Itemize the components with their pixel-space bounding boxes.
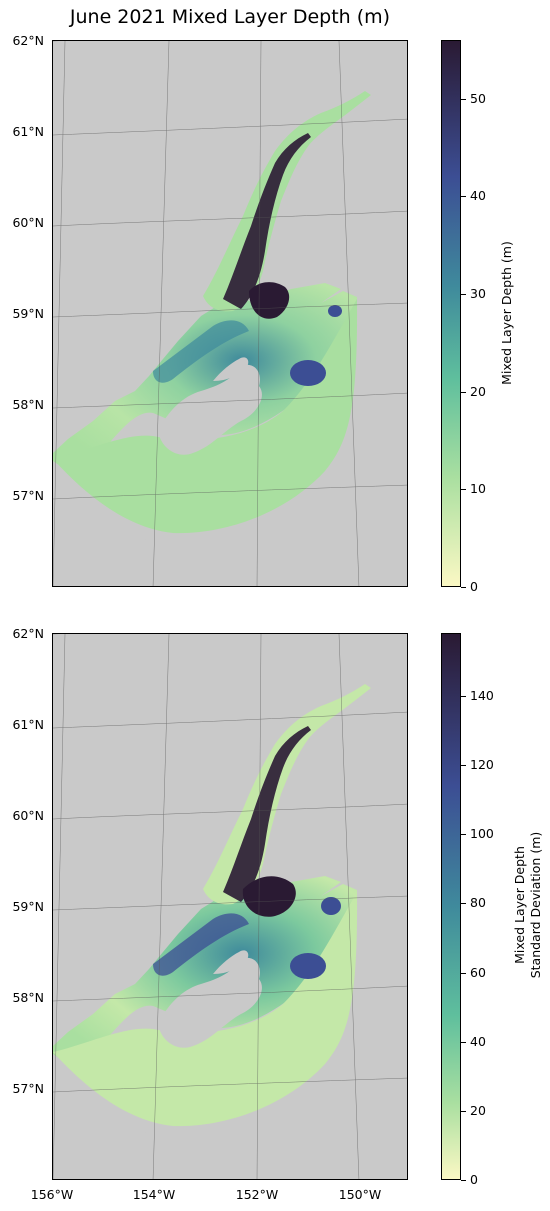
kodiak-island: [158, 364, 262, 455]
colorbar-tick-label: 10: [470, 481, 486, 496]
eddy-northeast: [321, 897, 341, 915]
ocean-fan-south: [53, 892, 358, 1127]
lon-label-154: 154°W: [132, 1187, 176, 1202]
eddy-east: [290, 953, 326, 979]
colorbar-tick-label: 20: [470, 384, 486, 399]
colorbar-tick-label: 80: [470, 895, 486, 910]
lon-label-152: 152°W: [235, 1187, 279, 1202]
colorbar-tick-label: 60: [470, 965, 486, 980]
lat-label-59: 59°N: [12, 899, 44, 914]
cook-inlet: [203, 684, 371, 905]
colorbar-tick: [461, 196, 466, 197]
lat-label-58: 58°N: [12, 990, 44, 1005]
colorbar-tick-label: 20: [470, 1103, 486, 1118]
colorbar-title-mld-std: Mixed Layer Depth Standard Deviation (m): [512, 815, 544, 995]
island-chirikof: [129, 538, 147, 548]
ocean-region: [53, 876, 358, 1061]
lat-label-58: 58°N: [12, 397, 44, 412]
island-chirikof: [129, 1131, 147, 1141]
colorbar-tick: [461, 903, 466, 904]
colorbar-tick: [461, 973, 466, 974]
colorbar-tick-label: 30: [470, 286, 486, 301]
graticule: [53, 41, 407, 586]
eddy-northeast: [328, 305, 342, 317]
mld-std-map: [53, 634, 407, 1179]
colorbar-tick: [461, 587, 466, 588]
colorbar-title-line1: Mixed Layer Depth: [512, 846, 527, 964]
colorbar-tick: [461, 489, 466, 490]
colorbar-tick: [461, 99, 466, 100]
colorbar-tick: [461, 1111, 466, 1112]
colorbar-title-mld: Mixed Layer Depth (m): [499, 233, 515, 393]
inlet-deep-core: [223, 726, 311, 902]
inlet-deep-core: [223, 133, 311, 309]
colorbar-tick-label: 0: [470, 1172, 478, 1187]
colorbar-title-line2: Standard Deviation (m): [528, 831, 543, 979]
inlet-deep-south: [242, 876, 296, 917]
lon-label-150: 150°W: [338, 1187, 382, 1202]
mld-map: [53, 41, 407, 586]
island-small: [145, 535, 161, 543]
lat-label-62: 62°N: [12, 626, 44, 641]
afognak-island: [213, 357, 249, 381]
island-small: [145, 1128, 161, 1136]
colorbar-tick-label: 120: [470, 757, 494, 772]
cook-inlet: [203, 91, 371, 312]
lat-label-62: 62°N: [12, 33, 44, 48]
colorbar-mld: [441, 40, 461, 587]
colorbar-tick-label: 0: [470, 579, 478, 594]
colorbar-title-text: Mixed Layer Depth (m): [499, 241, 514, 385]
colorbar-tick: [461, 1042, 466, 1043]
colorbar-tick: [461, 392, 466, 393]
colorbar-tick: [461, 834, 466, 835]
colorbar-tick-label: 140: [470, 688, 494, 703]
colorbar-tick-label: 40: [470, 1034, 486, 1049]
ocean-region: [53, 283, 358, 468]
colorbar-tick-label: 40: [470, 188, 486, 203]
shelikof-band: [153, 320, 249, 383]
map-panel-mld-std: [52, 633, 408, 1180]
lon-label-156: 156°W: [30, 1187, 74, 1202]
lat-label-60: 60°N: [12, 808, 44, 823]
ocean-fan-south: [53, 299, 358, 534]
colorbar-tick: [461, 294, 466, 295]
lat-label-57: 57°N: [12, 1081, 44, 1096]
colorbar-tick: [461, 696, 466, 697]
lat-label-57: 57°N: [12, 488, 44, 503]
graticule: [53, 634, 407, 1179]
lat-label-61: 61°N: [12, 124, 44, 139]
eddy-east: [290, 360, 326, 386]
map-panel-mld: [52, 40, 408, 587]
colorbar-tick: [461, 1180, 466, 1181]
shelikof-band: [153, 913, 249, 976]
colorbar-tick: [461, 765, 466, 766]
afognak-island: [213, 950, 249, 974]
lat-label-59: 59°N: [12, 306, 44, 321]
figure-title: June 2021 Mixed Layer Depth (m): [69, 6, 391, 28]
kodiak-island: [158, 957, 262, 1048]
colorbar-tick-label: 50: [470, 91, 486, 106]
colorbar-mld-std: [441, 633, 461, 1180]
lat-label-60: 60°N: [12, 215, 44, 230]
colorbar-tick-label: 100: [470, 826, 494, 841]
lat-label-61: 61°N: [12, 717, 44, 732]
